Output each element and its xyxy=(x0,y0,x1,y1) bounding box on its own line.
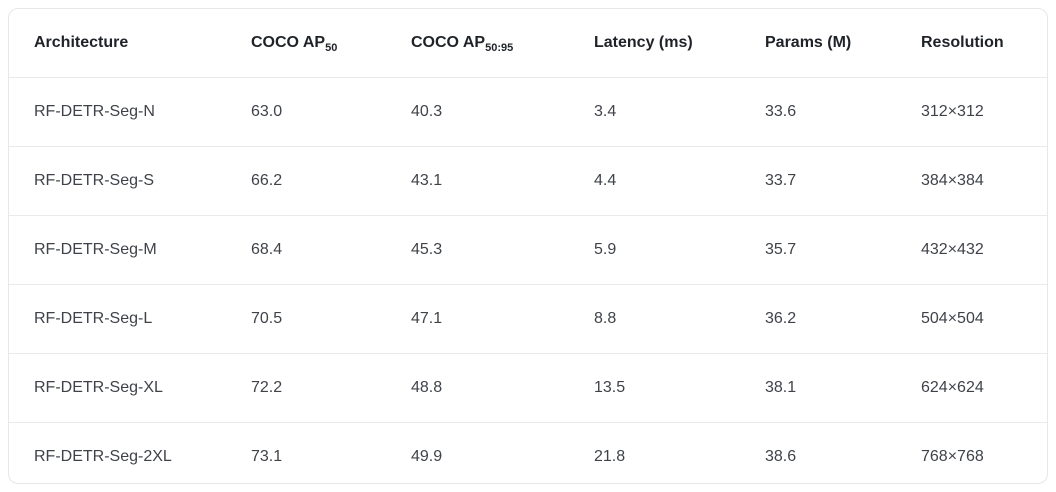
value-cell: 66.2 xyxy=(251,146,411,216)
value-cell: 47.1 xyxy=(411,284,594,354)
value-cell: 432×432 xyxy=(921,215,1047,285)
architecture-cell: RF-DETR-Seg-S xyxy=(9,146,251,216)
benchmark-table: Architecture COCO AP50 COCO AP50:95 Latency… xyxy=(9,9,1047,483)
architecture-cell: RF-DETR-Seg-XL xyxy=(9,353,251,423)
value-cell: 384×384 xyxy=(921,146,1047,216)
value-cell: 3.4 xyxy=(594,77,765,147)
value-cell: 35.7 xyxy=(765,215,921,285)
benchmark-table-card: Architecture COCO AP50 COCO AP50:95 Latency… xyxy=(8,8,1048,484)
table-row-5: RF-DETR-Seg-2XL 73.1 49.9 21.8 38.6 768×768 xyxy=(9,422,1047,483)
value-cell: 70.5 xyxy=(251,284,411,354)
value-cell: 8.8 xyxy=(594,284,765,354)
value-cell: 38.6 xyxy=(765,422,921,483)
table-row-2: RF-DETR-Seg-M 68.4 45.3 5.9 35.7 432×432 xyxy=(9,215,1047,285)
value-cell: 49.9 xyxy=(411,422,594,483)
value-cell: 312×312 xyxy=(921,77,1047,147)
table-row-0: RF-DETR-Seg-N 63.0 40.3 3.4 33.6 312×312 xyxy=(9,77,1047,147)
value-cell: 768×768 xyxy=(921,422,1047,483)
column-header-1: COCO AP50 xyxy=(251,34,338,55)
table-row-1: RF-DETR-Seg-S 66.2 43.1 4.4 33.7 384×384 xyxy=(9,146,1047,216)
value-cell: 4.4 xyxy=(594,146,765,216)
value-cell: 624×624 xyxy=(921,353,1047,423)
architecture-cell: RF-DETR-Seg-N xyxy=(9,77,251,147)
architecture-cell: RF-DETR-Seg-M xyxy=(9,215,251,285)
column-header-4: Params (M) xyxy=(765,34,852,51)
value-cell: 5.9 xyxy=(594,215,765,285)
architecture-cell: RF-DETR-Seg-2XL xyxy=(9,422,251,483)
column-header-0: Architecture xyxy=(34,34,129,51)
table-body: RF-DETR-Seg-N 63.0 40.3 3.4 33.6 312×312 RF-DE… xyxy=(9,77,1047,483)
header-row: Architecture COCO AP50 COCO AP50:95 Latency… xyxy=(9,9,1047,78)
value-cell: 13.5 xyxy=(594,353,765,423)
value-cell: 43.1 xyxy=(411,146,594,216)
column-header-subscript: 50:95 xyxy=(485,42,514,55)
table-row-4: RF-DETR-Seg-XL 72.2 48.8 13.5 38.1 624×624 xyxy=(9,353,1047,423)
architecture-cell: RF-DETR-Seg-L xyxy=(9,284,251,354)
table-row-3: RF-DETR-Seg-L 70.5 47.1 8.8 36.2 504×504 xyxy=(9,284,1047,354)
value-cell: 72.2 xyxy=(251,353,411,423)
value-cell: 33.6 xyxy=(765,77,921,147)
value-cell: 48.8 xyxy=(411,353,594,423)
value-cell: 38.1 xyxy=(765,353,921,423)
column-header-subscript: 50 xyxy=(325,42,338,55)
column-header-5: Resolution xyxy=(921,34,1004,51)
value-cell: 73.1 xyxy=(251,422,411,483)
column-header-3: Latency (ms) xyxy=(594,34,693,51)
value-cell: 36.2 xyxy=(765,284,921,354)
value-cell: 45.3 xyxy=(411,215,594,285)
value-cell: 40.3 xyxy=(411,77,594,147)
value-cell: 504×504 xyxy=(921,284,1047,354)
value-cell: 63.0 xyxy=(251,77,411,147)
value-cell: 21.8 xyxy=(594,422,765,483)
column-header-2: COCO AP50:95 xyxy=(411,34,514,55)
table-head: Architecture COCO AP50 COCO AP50:95 Latency… xyxy=(9,9,1047,78)
value-cell: 33.7 xyxy=(765,146,921,216)
value-cell: 68.4 xyxy=(251,215,411,285)
